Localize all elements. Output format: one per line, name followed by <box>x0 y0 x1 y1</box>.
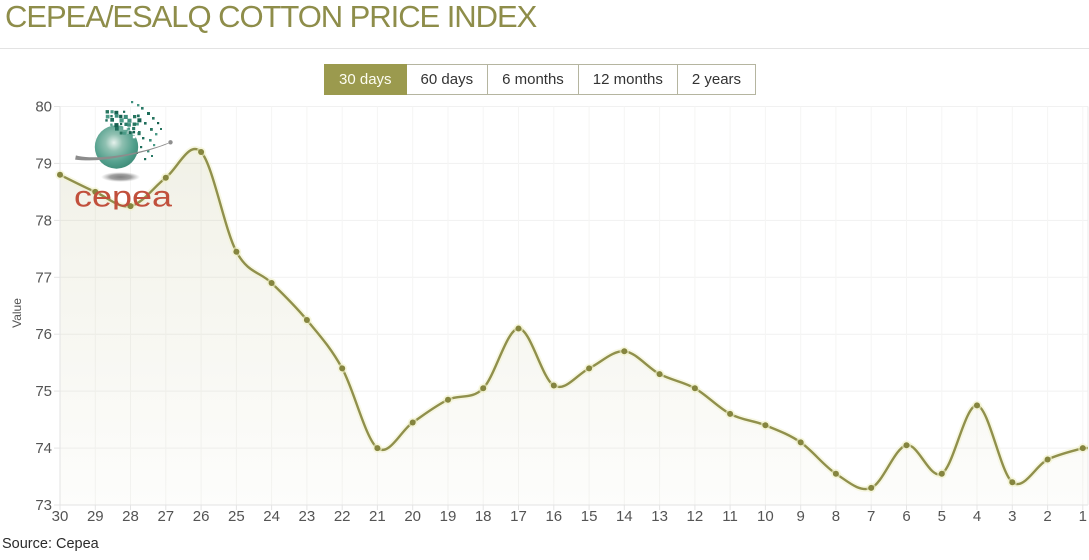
svg-text:24: 24 <box>263 508 280 525</box>
svg-text:26: 26 <box>193 508 210 525</box>
svg-text:78: 78 <box>35 212 52 229</box>
svg-text:18: 18 <box>475 508 492 525</box>
svg-text:22: 22 <box>334 508 351 525</box>
svg-text:16: 16 <box>545 508 562 525</box>
svg-text:3: 3 <box>1008 508 1016 525</box>
svg-text:75: 75 <box>35 383 52 400</box>
svg-text:11: 11 <box>722 508 738 525</box>
svg-text:5: 5 <box>938 508 946 525</box>
svg-text:4: 4 <box>973 508 981 525</box>
svg-text:79: 79 <box>35 155 52 172</box>
svg-text:12: 12 <box>687 508 704 525</box>
svg-text:8: 8 <box>832 508 840 525</box>
svg-text:30: 30 <box>52 508 69 525</box>
svg-text:28: 28 <box>122 508 139 525</box>
svg-text:76: 76 <box>35 326 52 343</box>
svg-text:77: 77 <box>35 269 52 286</box>
svg-text:19: 19 <box>440 508 457 525</box>
svg-text:74: 74 <box>35 440 52 457</box>
svg-text:80: 80 <box>35 99 52 116</box>
svg-text:9: 9 <box>797 508 805 525</box>
svg-text:15: 15 <box>581 508 598 525</box>
svg-text:29: 29 <box>87 508 104 525</box>
svg-text:Value: Value <box>10 298 24 328</box>
svg-text:1: 1 <box>1079 508 1087 525</box>
svg-text:20: 20 <box>404 508 421 525</box>
svg-text:7: 7 <box>867 508 875 525</box>
svg-text:21: 21 <box>369 508 386 525</box>
svg-text:6: 6 <box>902 508 910 525</box>
svg-text:14: 14 <box>616 508 633 525</box>
svg-text:73: 73 <box>35 497 52 514</box>
svg-text:27: 27 <box>157 508 174 525</box>
svg-text:23: 23 <box>299 508 316 525</box>
svg-text:13: 13 <box>651 508 668 525</box>
svg-text:10: 10 <box>757 508 774 525</box>
svg-text:25: 25 <box>228 508 245 525</box>
svg-text:17: 17 <box>510 508 527 525</box>
svg-text:2: 2 <box>1043 508 1051 525</box>
svg-text:cepea: cepea <box>74 181 172 214</box>
